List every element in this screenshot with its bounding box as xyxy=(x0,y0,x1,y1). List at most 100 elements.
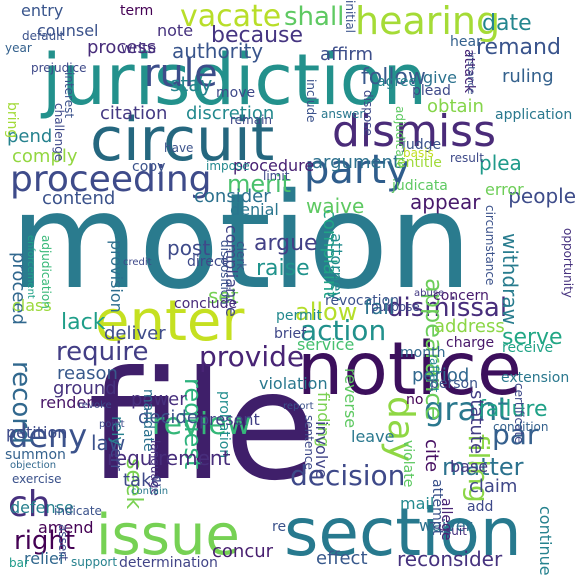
word-initial: initial xyxy=(343,0,357,33)
word-indicate: indicate xyxy=(54,504,102,518)
word-exercise: exercise xyxy=(12,472,62,486)
word-judicata: judicata xyxy=(392,178,448,194)
word-adjudication: adjudication xyxy=(39,235,53,309)
word-reverse: reverse xyxy=(341,368,360,429)
word-stay: stay xyxy=(170,72,213,96)
word-clerk: clerk xyxy=(234,241,248,271)
word-deliver: deliver xyxy=(104,323,166,344)
word-post: post xyxy=(167,236,211,260)
word-contend: contend xyxy=(42,188,116,209)
word-cite: cite xyxy=(421,439,442,473)
word-give: give xyxy=(423,68,457,87)
word-lack: lack xyxy=(61,310,106,335)
word-defense: defense xyxy=(10,498,74,517)
word-discretion: discretion xyxy=(186,103,275,124)
word-permit: permit xyxy=(276,308,323,324)
word-jurisdiction: jurisdiction xyxy=(42,39,427,121)
word-have: have xyxy=(164,141,194,155)
word-amend: amend xyxy=(38,518,94,537)
word-remand: remand xyxy=(476,35,561,60)
word-shall: shall xyxy=(284,2,345,32)
word-vacate: vacate xyxy=(180,0,282,34)
word-support: support xyxy=(71,555,118,569)
word-action: action xyxy=(300,314,387,347)
word-decide: decide xyxy=(138,407,198,428)
word-obtain: obtain xyxy=(427,96,484,117)
word-appear: appear xyxy=(410,190,481,214)
word-hear: hear xyxy=(450,34,482,50)
word-ruling: ruling xyxy=(502,66,554,87)
word-dismiss: dismiss xyxy=(332,106,497,157)
word-violation: violation xyxy=(259,374,328,393)
word-impose: impose xyxy=(206,159,250,173)
word-plea: plea xyxy=(479,151,522,175)
word-no: no xyxy=(406,392,424,408)
word-judge: judge xyxy=(402,137,442,153)
word-pend: pend xyxy=(7,126,53,147)
word-hearing: hearing xyxy=(355,0,501,43)
word-mail: mail xyxy=(400,494,435,513)
word-sentence: sentence xyxy=(302,415,316,470)
word-withdraw: withdraw xyxy=(498,233,522,325)
word-agree: agree xyxy=(377,74,418,90)
word-authority: authority xyxy=(172,39,264,63)
word-revoke: revoke xyxy=(78,400,112,411)
word-instance: instance xyxy=(465,52,476,95)
word-requirement: requirement xyxy=(107,446,231,470)
word-par: par xyxy=(492,418,539,451)
word-bring: bring xyxy=(4,102,20,139)
word-require: require xyxy=(56,337,149,367)
word-bar: bar xyxy=(9,556,29,570)
word-dispose: dispose xyxy=(361,90,375,136)
word-objection: objection xyxy=(10,460,57,471)
word-write: write xyxy=(121,41,157,57)
word-revocation: revocation xyxy=(325,293,400,309)
word-argument: argument xyxy=(312,152,401,173)
word-process: process xyxy=(87,37,157,58)
word-limit: limit xyxy=(263,169,290,183)
word-deny: deny xyxy=(8,417,88,455)
word-provision: provision xyxy=(107,240,126,313)
word-fail: fail xyxy=(364,295,395,319)
word-issue: issue xyxy=(96,503,240,568)
word-proceeding: proceeding xyxy=(10,159,212,200)
word-statute: statute xyxy=(466,390,487,455)
word-counsel: counsel xyxy=(37,21,99,40)
word-party: party xyxy=(304,147,410,193)
word-argue: argue xyxy=(254,231,318,256)
word-opportunity: opportunity xyxy=(561,228,575,298)
word-leave: leave xyxy=(351,427,395,446)
word-law: law xyxy=(91,431,126,455)
word-address: address xyxy=(434,316,505,337)
word-continue: continue xyxy=(536,506,555,576)
word-waive: waive xyxy=(306,194,365,218)
word-basis: basis xyxy=(403,146,434,160)
word-enforcement: enforcement xyxy=(25,235,36,299)
word-plead: plead xyxy=(412,83,451,99)
word-file: file xyxy=(88,340,317,514)
word-class: class xyxy=(12,296,52,315)
word-date: date xyxy=(482,11,532,36)
word-consider: consider xyxy=(194,186,271,207)
word-assert: assert xyxy=(56,524,70,561)
word-copy: copy xyxy=(132,159,166,175)
word-condition: condition xyxy=(493,420,549,434)
word-reason: reason xyxy=(57,363,118,384)
word-err: err xyxy=(107,448,126,471)
word-point: point xyxy=(99,419,125,430)
word-add: add xyxy=(467,499,494,515)
word-enter: enter xyxy=(95,289,245,354)
word-period: period xyxy=(412,365,470,386)
word-application: application xyxy=(495,107,573,123)
word-section: section xyxy=(284,494,522,571)
word-present: present xyxy=(199,410,260,429)
word-month: month xyxy=(400,345,446,361)
word-decision: decision xyxy=(290,459,406,492)
word-relief: relief xyxy=(24,549,65,568)
word-concern: concern xyxy=(433,288,489,304)
word-effect: effect xyxy=(316,548,368,569)
word-ground: ground xyxy=(53,378,117,399)
word-merit: merit xyxy=(227,170,292,198)
word-year: year xyxy=(5,41,32,55)
